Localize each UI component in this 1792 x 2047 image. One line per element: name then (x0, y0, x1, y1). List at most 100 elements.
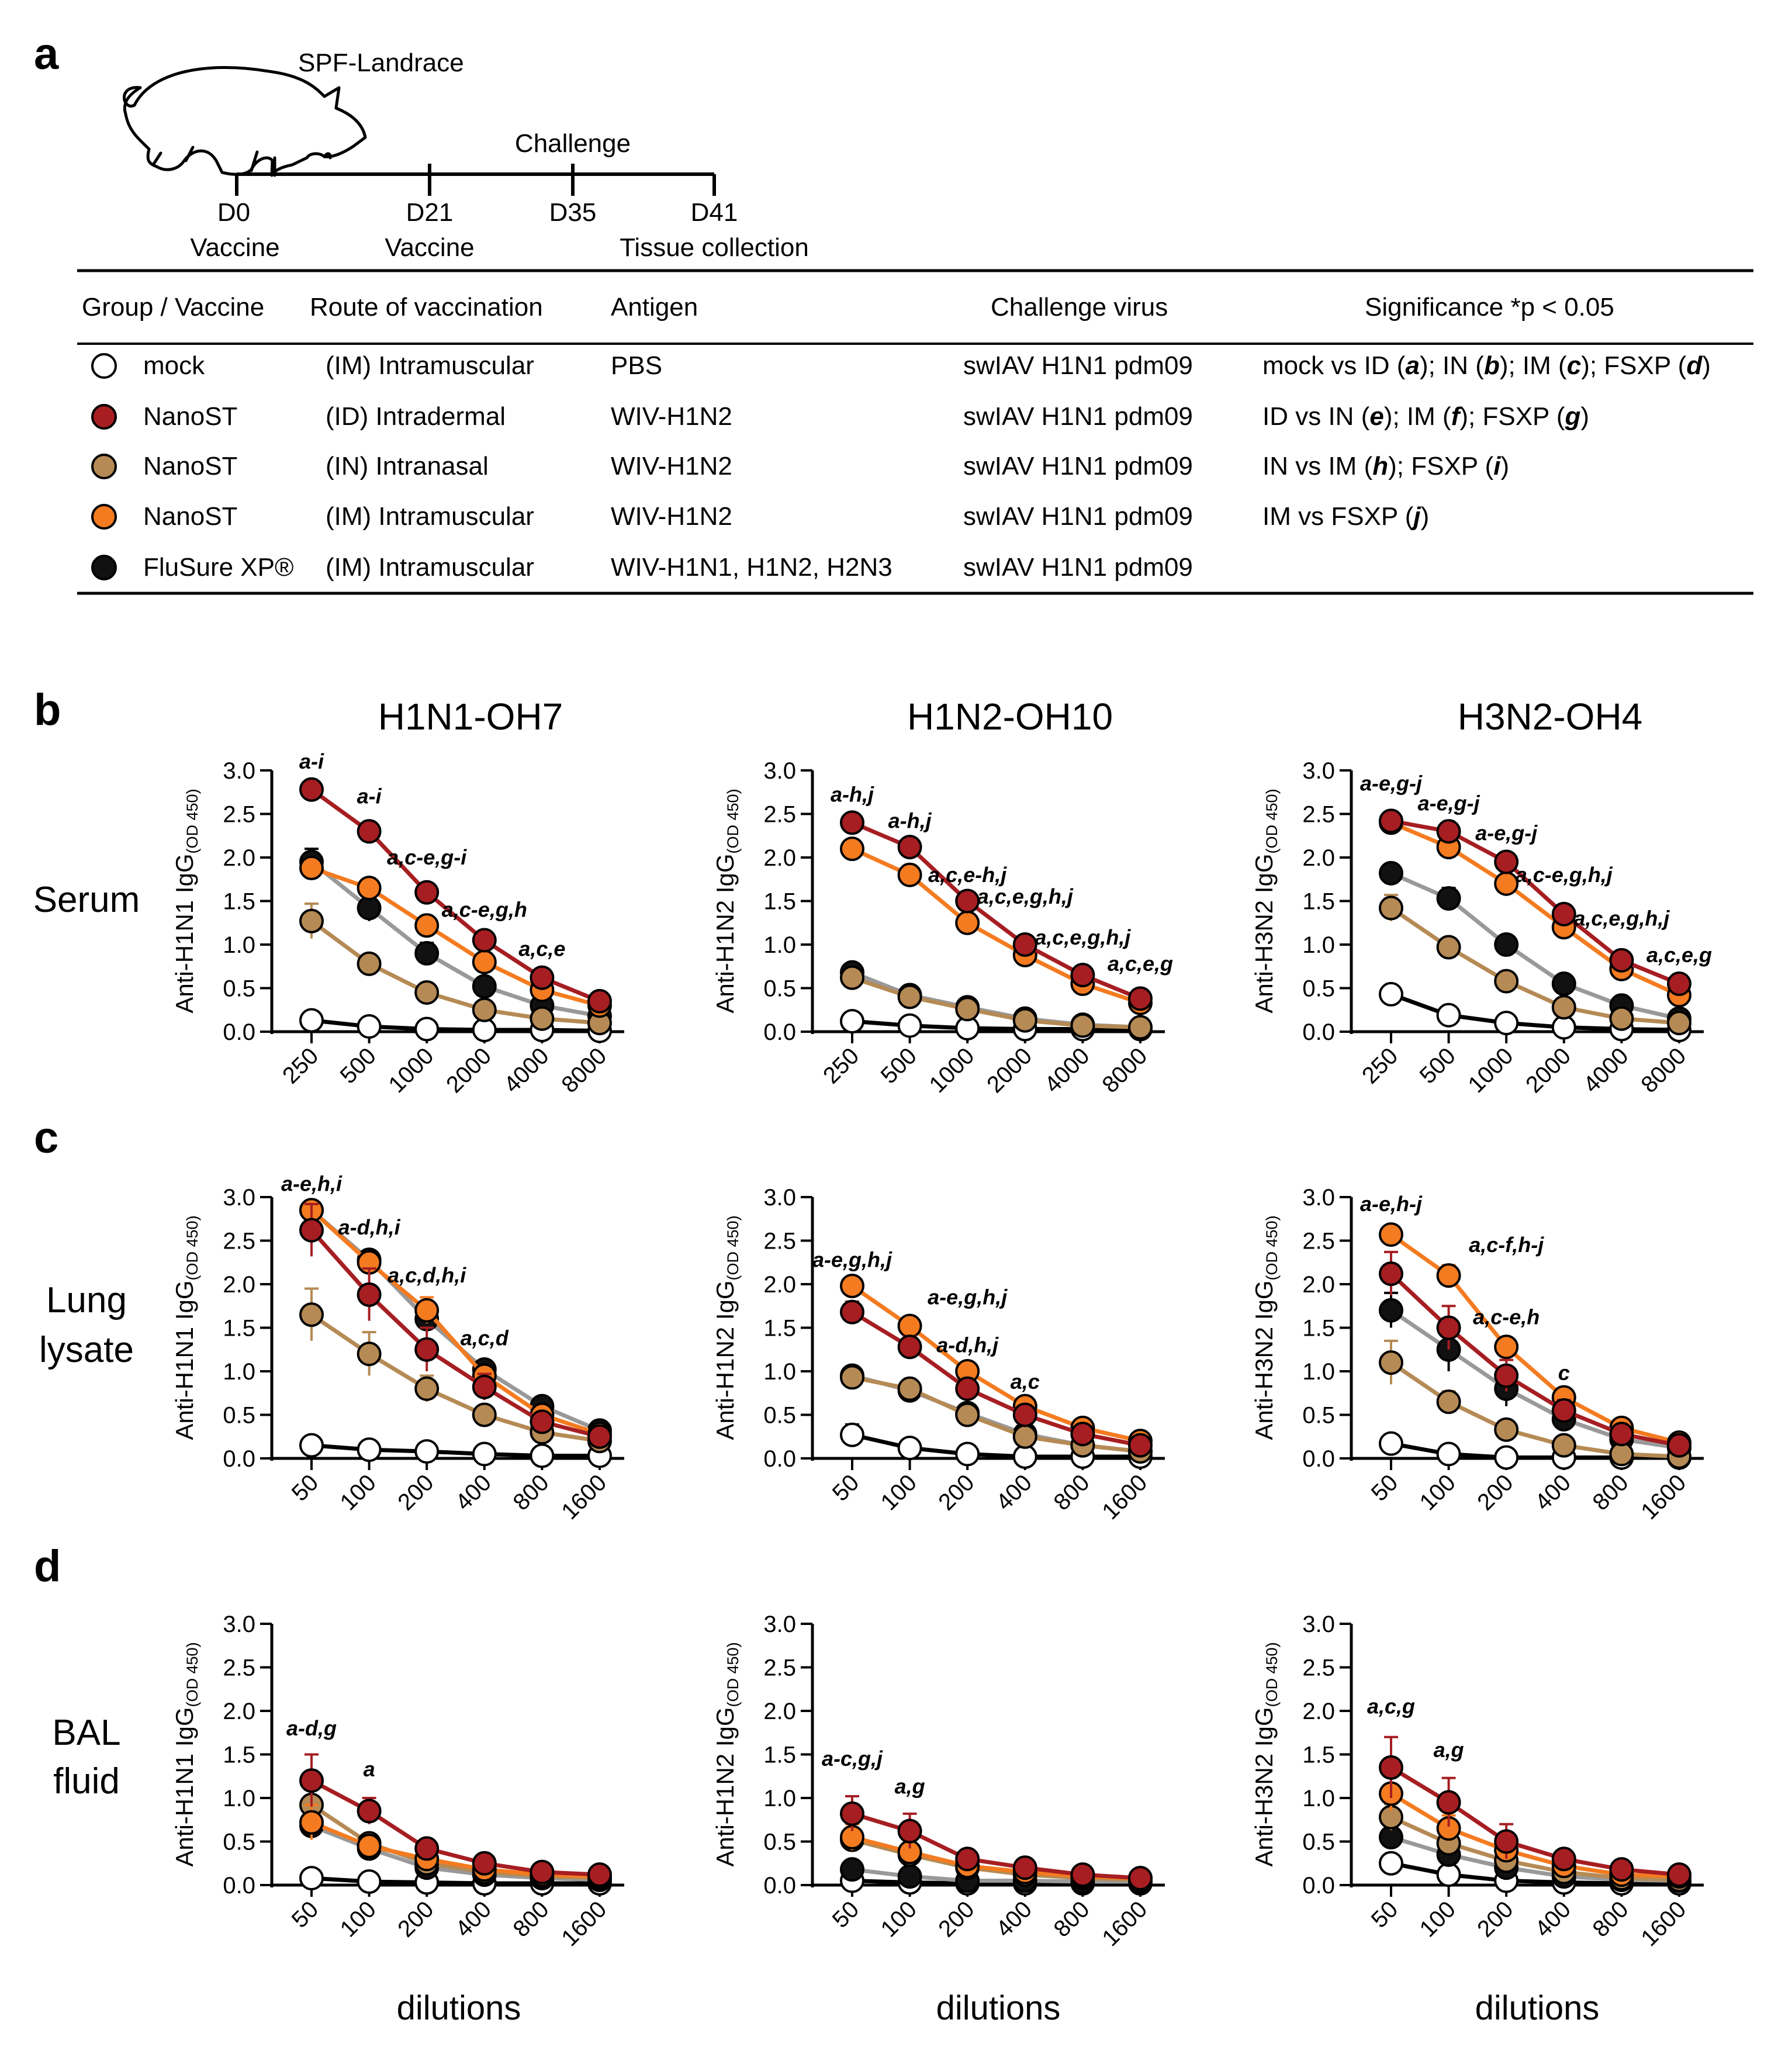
x-tick-label: 50 (287, 1469, 324, 1506)
data-point (472, 1374, 497, 1399)
chart-1: 0.0 0.5 1.0 1.5 2.0 2.5 3.0 Anti-H1N1 IgG(OD 45… (171, 749, 624, 1098)
data-point (1551, 995, 1576, 1020)
cell-virus: swIAV H1N1 pdm09 (963, 502, 1193, 531)
data-point (1494, 1011, 1519, 1036)
y-tick-label: 2.0 (1302, 1699, 1335, 1724)
data-point (1379, 1350, 1403, 1375)
y-tick-label: 0.5 (223, 1830, 255, 1855)
significance-annotation: a-e,g-j (1418, 791, 1480, 815)
data-point (897, 862, 922, 887)
pig-illustration (123, 65, 367, 177)
y-tick-label: 1.5 (223, 1316, 255, 1341)
data-point (897, 1334, 922, 1360)
y-tick-label: 1.5 (763, 1316, 796, 1341)
y-tick-label: 0.5 (763, 976, 796, 1002)
data-point (1551, 1847, 1576, 1872)
data-point (955, 888, 980, 914)
x-axis-title-1: dilutions (397, 1989, 521, 2027)
y-axis-title: Anti-H3N2 IgG(OD 450) (1250, 1215, 1281, 1440)
x-tick-label: 800 (1049, 1896, 1094, 1942)
cell-significance: mock vs ID (a); IN (b); IM (c); FSXP (d) (1262, 351, 1711, 380)
x-tick-label: 400 (1530, 1469, 1576, 1515)
y-tick-label: 0.5 (1302, 976, 1335, 1002)
cell-group: NanoST (143, 452, 237, 480)
y-tick-label: 2.0 (763, 1699, 796, 1724)
data-point (897, 1864, 922, 1889)
group-marker-icon (91, 504, 117, 530)
data-point (1012, 1402, 1037, 1427)
x-tick-label: 400 (451, 1469, 496, 1515)
data-point (299, 1433, 324, 1458)
event-vaccine-1: Vaccine (190, 233, 279, 262)
chart-3: 0.0 0.5 1.0 1.5 2.0 2.5 3.0 Anti-H3N2 IgG(OD 45… (1250, 758, 1712, 1098)
data-point (897, 1436, 922, 1461)
data-point (357, 951, 382, 976)
data-point (530, 1443, 555, 1468)
data-point (299, 1008, 324, 1033)
y-tick-label: 3.0 (223, 758, 255, 784)
column-title-h1n2: H1N2-OH10 (907, 696, 1113, 738)
header-group: Group / Vaccine (82, 293, 264, 321)
data-point (472, 997, 497, 1022)
y-tick-label: 1.5 (763, 889, 796, 915)
cell-antigen: WIV-H1N1, H1N2, H2N3 (611, 553, 892, 582)
panel-letter-b: b (34, 685, 61, 735)
day-d35: D35 (549, 198, 597, 227)
group-marker-icon (91, 555, 117, 580)
chart-5: 0.0 0.5 1.0 1.5 2.0 2.5 3.0 Anti-H1N2 IgG(OD 45… (711, 1185, 1165, 1524)
significance-annotation: c (1558, 1361, 1570, 1385)
x-tick-label: 500 (1415, 1043, 1461, 1088)
y-tick-label: 3.0 (223, 1612, 255, 1637)
vaccine-table: Group / Vaccine Route of vaccination Ant… (77, 269, 1753, 595)
data-point (955, 910, 980, 935)
significance-annotation: a-e,g,h,j (812, 1247, 892, 1271)
table-row: mock (IM) Intramuscular PBS swIAV H1N1 pdm0… (91, 351, 1711, 380)
x-tick-label: 50 (1367, 1469, 1403, 1506)
data-point (1379, 1298, 1403, 1323)
series-line (1390, 871, 1680, 1021)
data-point (1070, 1862, 1095, 1887)
significance-annotation: a,c (1011, 1370, 1040, 1394)
data-point (530, 1859, 555, 1885)
cell-significance: IM vs FSXP (j) (1262, 502, 1429, 531)
cell-route: (IM) Intramuscular (326, 502, 534, 531)
data-point (1609, 948, 1634, 973)
chart-2: 0.0 0.5 1.0 1.5 2.0 2.5 3.0 Anti-H1N2 IgG(OD 45… (711, 758, 1173, 1098)
x-tick-label: 100 (1415, 1896, 1461, 1942)
data-point (840, 1801, 864, 1826)
x-tick-label: 200 (933, 1896, 979, 1942)
data-point (299, 1218, 324, 1243)
data-point (1436, 886, 1461, 911)
data-point (840, 965, 864, 990)
series-line (1390, 1308, 1680, 1450)
panel-letter-d: d (34, 1541, 61, 1591)
series-line (311, 1018, 600, 1033)
data-point (472, 928, 497, 953)
y-tick-label: 0.5 (1302, 1830, 1335, 1855)
series-in (299, 1287, 612, 1454)
significance-annotation: a-h,j (831, 783, 874, 807)
y-tick-label: 0.0 (223, 1873, 255, 1899)
y-tick-label: 3.0 (1302, 1612, 1335, 1637)
significance-annotation: a,c,d,h,i (388, 1263, 466, 1287)
data-point (1379, 1851, 1403, 1876)
header-significance: Significance *p < 0.05 (1365, 293, 1614, 321)
data-point (587, 988, 612, 1014)
data-point (1667, 1862, 1691, 1887)
data-point (1494, 849, 1519, 874)
y-tick-label: 2.0 (763, 1272, 796, 1298)
y-tick-label: 0.0 (1302, 1019, 1335, 1045)
cell-group: mock (143, 351, 205, 380)
data-point (1667, 971, 1691, 997)
y-axis-title: Anti-H1N2 IgG(OD 450) (711, 1215, 742, 1440)
x-tick-label: 400 (451, 1896, 496, 1942)
data-point (1436, 1263, 1461, 1288)
data-point (414, 1836, 440, 1861)
y-tick-label: 2.5 (223, 802, 255, 828)
data-point (840, 810, 864, 835)
y-axis-title: Anti-H1N1 IgG(OD 450) (171, 1642, 201, 1866)
x-tick-label: 100 (335, 1896, 381, 1942)
data-point (414, 1298, 440, 1323)
significance-annotation: a,c-e,g-i (387, 845, 467, 869)
y-axis-title: Anti-H1N1 IgG(OD 450) (171, 1215, 201, 1440)
